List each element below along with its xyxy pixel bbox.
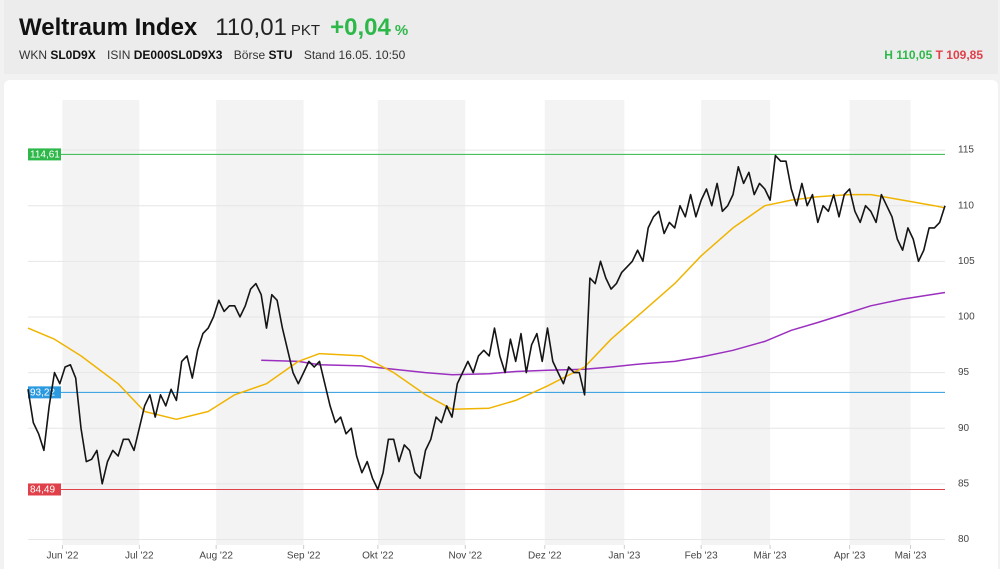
y-tick-label: 95 bbox=[958, 367, 970, 378]
y-tick-label: 85 bbox=[958, 478, 970, 489]
x-tick-label: Aug '22 bbox=[199, 551, 233, 562]
level-tag bbox=[28, 148, 61, 161]
series-line bbox=[261, 291, 946, 376]
x-tick-label: Okt '22 bbox=[362, 551, 394, 562]
meta-value: SL0D9X bbox=[50, 48, 96, 62]
high-label: H bbox=[884, 48, 893, 62]
y-tick-label: 105 bbox=[958, 256, 975, 267]
x-tick-label: Jul '22 bbox=[125, 551, 154, 562]
y-tick-label: 110 bbox=[958, 200, 974, 211]
title-row: Weltraum Index 110,01 PKT +0,04% bbox=[19, 14, 408, 42]
level-label: 114,61 bbox=[30, 150, 60, 161]
y-tick-label: 90 bbox=[958, 423, 970, 434]
x-tick-label: Apr '23 bbox=[834, 551, 866, 562]
y-tick-label: 100 bbox=[958, 312, 975, 323]
series-line bbox=[27, 193, 946, 421]
x-tick-label: Mai '23 bbox=[895, 551, 927, 562]
month-band bbox=[377, 100, 466, 545]
stand: Stand 16.05. 10:50 bbox=[303, 48, 406, 62]
low-label: T bbox=[935, 48, 943, 62]
month-band bbox=[544, 100, 625, 545]
price: 110,01 bbox=[215, 14, 287, 41]
x-tick-label: Jan '23 bbox=[608, 551, 640, 562]
x-tick-label: Nov '22 bbox=[449, 551, 483, 562]
level-tag bbox=[28, 386, 61, 399]
change: +0,04 bbox=[330, 14, 391, 41]
level-label: 84,49 bbox=[30, 485, 55, 496]
x-tick-label: Jun '22 bbox=[46, 551, 78, 562]
x-tick-label: Sep '22 bbox=[287, 551, 321, 562]
chart-box bbox=[4, 80, 998, 569]
high: 110,05 bbox=[896, 48, 933, 62]
meta-value: STU bbox=[268, 48, 293, 62]
meta-value: DE000SL0D9X3 bbox=[133, 48, 223, 62]
change-unit: % bbox=[394, 22, 409, 39]
y-tick-label: 80 bbox=[958, 534, 970, 545]
month-band bbox=[849, 100, 911, 545]
meta-label: ISIN bbox=[107, 48, 131, 62]
level-tag bbox=[28, 483, 61, 496]
meta-label: WKN bbox=[19, 48, 47, 62]
header: Weltraum Index 110,01 PKT +0,04% WKN SL0D9X… bbox=[4, 0, 998, 74]
month-band bbox=[701, 100, 771, 545]
unit: PKT bbox=[290, 22, 321, 39]
x-tick-label: Dez '22 bbox=[528, 551, 562, 562]
meta-row: WKN SL0D9X ISIN DE000SL0D9X3 Börse STU S… bbox=[19, 48, 405, 62]
x-tick-label: Feb '23 bbox=[685, 551, 718, 562]
high-low: H 110,05 T 109,85 bbox=[884, 48, 983, 62]
meta-label: Börse bbox=[233, 48, 266, 62]
level-label: 93,22 bbox=[30, 388, 55, 399]
low: 109,85 bbox=[946, 48, 983, 62]
series-line bbox=[27, 154, 946, 491]
y-tick-label: 115 bbox=[958, 145, 974, 156]
x-tick-label: Mär '23 bbox=[754, 551, 787, 562]
title: Weltraum Index bbox=[19, 14, 198, 41]
month-band bbox=[216, 100, 304, 545]
